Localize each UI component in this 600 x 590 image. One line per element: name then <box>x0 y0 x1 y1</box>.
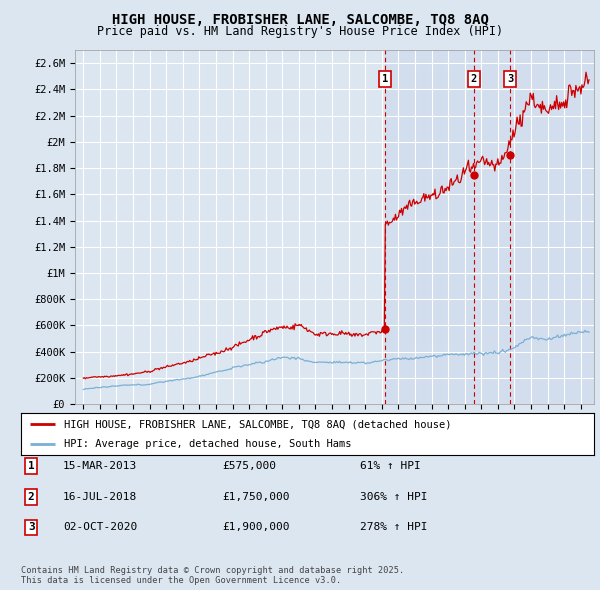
Text: £575,000: £575,000 <box>222 461 276 471</box>
Text: 02-OCT-2020: 02-OCT-2020 <box>63 523 137 532</box>
Text: 1: 1 <box>28 461 35 471</box>
Text: 3: 3 <box>507 74 514 84</box>
Bar <box>385 50 594 404</box>
Text: 1: 1 <box>382 74 388 84</box>
Text: 15-MAR-2013: 15-MAR-2013 <box>63 461 137 471</box>
Text: HIGH HOUSE, FROBISHER LANE, SALCOMBE, TQ8 8AQ (detached house): HIGH HOUSE, FROBISHER LANE, SALCOMBE, TQ… <box>64 419 451 430</box>
Text: £1,750,000: £1,750,000 <box>222 492 290 502</box>
Text: 2: 2 <box>28 492 35 502</box>
Text: 2: 2 <box>470 74 477 84</box>
Text: HIGH HOUSE, FROBISHER LANE, SALCOMBE, TQ8 8AQ: HIGH HOUSE, FROBISHER LANE, SALCOMBE, TQ… <box>112 13 488 27</box>
Text: £1,900,000: £1,900,000 <box>222 523 290 532</box>
Text: Contains HM Land Registry data © Crown copyright and database right 2025.
This d: Contains HM Land Registry data © Crown c… <box>21 566 404 585</box>
Text: Price paid vs. HM Land Registry's House Price Index (HPI): Price paid vs. HM Land Registry's House … <box>97 25 503 38</box>
Text: 3: 3 <box>28 523 35 532</box>
Text: 278% ↑ HPI: 278% ↑ HPI <box>360 523 427 532</box>
Text: 306% ↑ HPI: 306% ↑ HPI <box>360 492 427 502</box>
Text: 16-JUL-2018: 16-JUL-2018 <box>63 492 137 502</box>
Text: 61% ↑ HPI: 61% ↑ HPI <box>360 461 421 471</box>
Text: HPI: Average price, detached house, South Hams: HPI: Average price, detached house, Sout… <box>64 439 352 449</box>
